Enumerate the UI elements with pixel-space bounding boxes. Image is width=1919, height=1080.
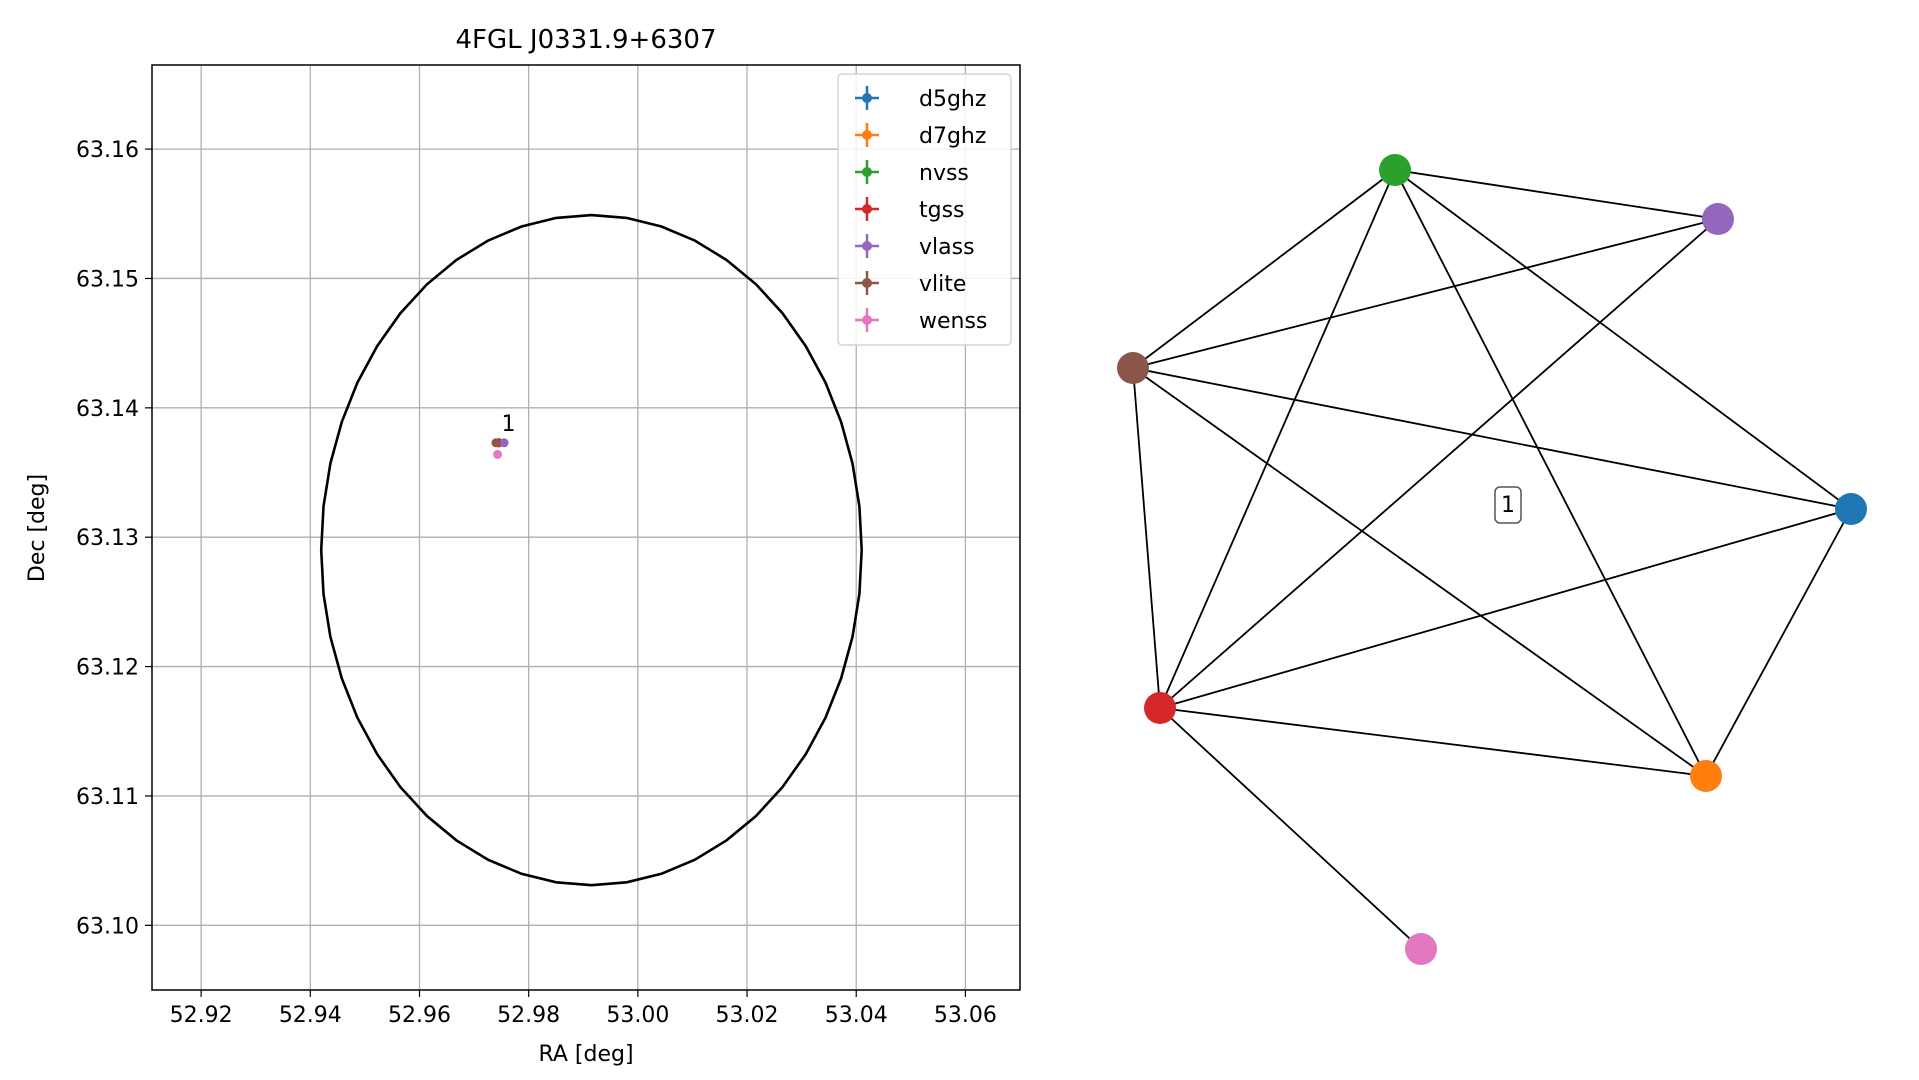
legend-marker bbox=[862, 167, 872, 177]
edge-vlite-vlass bbox=[1132, 218, 1719, 369]
legend-entry-wenss: wenss bbox=[855, 308, 987, 334]
sky-map-panel: 4FGL J0331.9+6307 1 52.92 52.94 52.96 52.98… bbox=[25, 25, 1021, 1067]
points-layer bbox=[491, 438, 509, 459]
edge-nvss-vlass bbox=[1394, 169, 1719, 220]
edge-nvss-d5ghz bbox=[1394, 169, 1852, 510]
node-nvss bbox=[1379, 154, 1411, 186]
x-tick-label: 53.02 bbox=[716, 1003, 779, 1028]
legend-label: vlite bbox=[919, 272, 966, 297]
legend-marker bbox=[862, 278, 872, 288]
legend-entry-vlite: vlite bbox=[855, 271, 966, 297]
node-vlass bbox=[1702, 203, 1734, 235]
edge-vlite-tgss bbox=[1132, 367, 1161, 709]
edge-vlite-d7ghz bbox=[1132, 367, 1707, 777]
point-vlite bbox=[491, 438, 501, 448]
legend-entry-d7ghz: d7ghz bbox=[855, 123, 986, 149]
x-axis-ticks: 52.92 52.94 52.96 52.98 53.00 53.02 53.04 53.06 bbox=[170, 990, 997, 1028]
legend-box bbox=[837, 73, 1012, 346]
legend-entry-nvss: nvss bbox=[855, 160, 969, 186]
error-ellipse bbox=[319, 213, 863, 887]
legend-label: wenss bbox=[919, 309, 987, 334]
y-axis-label: Dec [deg] bbox=[25, 474, 50, 582]
legend: d5ghz d7ghz nvss tgss vlass vlite wenss bbox=[837, 73, 1012, 346]
x-tick-label: 52.92 bbox=[170, 1003, 233, 1028]
y-axis-ticks: 63.10 63.11 63.12 63.13 63.14 63.15 63.16 bbox=[76, 138, 152, 939]
chart-title: 4FGL J0331.9+6307 bbox=[456, 25, 717, 55]
y-tick-label: 63.15 bbox=[76, 267, 139, 292]
nodes bbox=[1117, 154, 1867, 965]
group-label-text: 1 bbox=[1501, 493, 1515, 518]
edge-nvss-d7ghz bbox=[1394, 169, 1707, 777]
y-tick-label: 63.12 bbox=[76, 656, 139, 681]
network-panel: 1 bbox=[1117, 154, 1867, 965]
edge-d5ghz-d7ghz bbox=[1705, 508, 1852, 777]
legend-marker bbox=[862, 204, 872, 214]
node-wenss bbox=[1405, 933, 1437, 965]
y-tick-label: 63.14 bbox=[76, 397, 139, 422]
group-label-box bbox=[1494, 486, 1522, 524]
node-d7ghz bbox=[1690, 760, 1722, 792]
edge-nvss-tgss bbox=[1159, 169, 1396, 709]
legend-label: tgss bbox=[919, 198, 965, 223]
node-vlite bbox=[1117, 352, 1149, 384]
edge-vlite-d5ghz bbox=[1132, 367, 1852, 510]
x-tick-label: 53.00 bbox=[606, 1003, 669, 1028]
edge-tgss-d5ghz bbox=[1159, 508, 1852, 709]
group-label: 1 bbox=[1494, 486, 1522, 524]
x-tick-label: 52.98 bbox=[497, 1003, 560, 1028]
legend-entry-tgss: tgss bbox=[855, 197, 965, 223]
legend-marker bbox=[862, 93, 872, 103]
legend-label: nvss bbox=[919, 161, 969, 186]
point-annotation: 1 bbox=[501, 412, 515, 437]
legend-label: d5ghz bbox=[919, 87, 986, 112]
edges bbox=[1132, 169, 1852, 950]
y-tick-label: 63.16 bbox=[76, 138, 139, 163]
legend-marker bbox=[862, 241, 872, 251]
edge-vlass-tgss bbox=[1159, 218, 1719, 709]
x-axis-label: RA [deg] bbox=[538, 1042, 633, 1067]
axes-frame bbox=[151, 64, 1021, 991]
edge-tgss-d7ghz bbox=[1159, 707, 1707, 777]
legend-label: d7ghz bbox=[919, 124, 986, 149]
x-tick-label: 53.04 bbox=[825, 1003, 888, 1028]
legend-marker bbox=[862, 130, 872, 140]
legend-marker bbox=[862, 315, 872, 325]
node-d5ghz bbox=[1835, 493, 1867, 525]
point-wenss bbox=[493, 449, 503, 459]
node-tgss bbox=[1144, 692, 1176, 724]
y-tick-label: 63.10 bbox=[76, 914, 139, 939]
y-tick-label: 63.13 bbox=[76, 526, 139, 551]
x-tick-label: 53.06 bbox=[934, 1003, 997, 1028]
legend-label: vlass bbox=[919, 235, 975, 260]
legend-entry-vlass: vlass bbox=[855, 234, 975, 260]
legend-entry-d5ghz: d5ghz bbox=[855, 86, 986, 112]
annotation-layer: 1 bbox=[501, 412, 515, 437]
ellipse-layer bbox=[319, 213, 863, 887]
edge-tgss-wenss bbox=[1159, 707, 1422, 950]
x-tick-label: 52.96 bbox=[388, 1003, 451, 1028]
y-tick-label: 63.11 bbox=[76, 785, 139, 810]
edge-nvss-vlite bbox=[1132, 169, 1396, 369]
point-vlass bbox=[499, 438, 509, 448]
x-tick-label: 52.94 bbox=[279, 1003, 342, 1028]
